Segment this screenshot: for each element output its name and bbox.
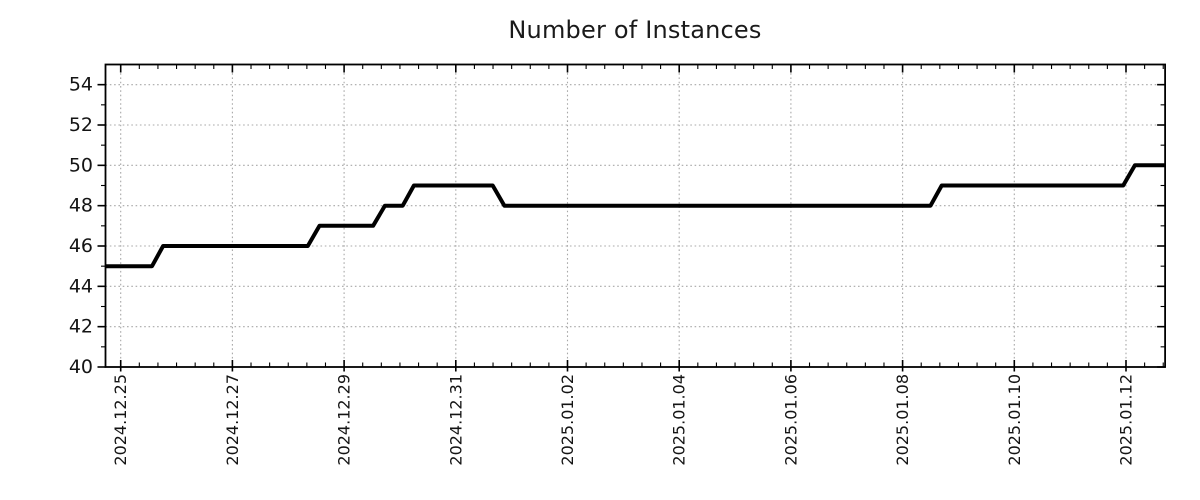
- x-tick-label: 2025.01.04: [670, 374, 689, 466]
- y-tick-label: 48: [69, 195, 93, 217]
- x-tick-label: 2024.12.29: [335, 374, 354, 466]
- y-tick-label: 52: [69, 114, 93, 136]
- x-tick-label: 2025.01.02: [558, 374, 577, 466]
- y-tick-label: 44: [69, 275, 93, 297]
- y-tick-label: 40: [69, 356, 93, 378]
- x-tick-label: 2024.12.27: [223, 374, 242, 466]
- y-tick-label: 46: [69, 235, 93, 257]
- x-tick-label: 2025.01.12: [1117, 374, 1136, 466]
- y-tick-label: 42: [69, 316, 93, 338]
- data-series-line: [105, 163, 1166, 269]
- x-tick-label: 2025.01.06: [781, 374, 800, 466]
- x-tick-label: 2024.12.31: [446, 374, 465, 466]
- chart-title: Number of Instances: [508, 16, 762, 44]
- x-tick-label: 2025.01.08: [893, 374, 912, 466]
- y-tick-label: 50: [69, 154, 93, 176]
- x-tick-label: 2025.01.10: [1005, 374, 1024, 466]
- x-tick-label: 2024.12.25: [111, 374, 130, 466]
- axes-frame: [104, 63, 1166, 368]
- y-tick-label: 54: [69, 74, 93, 96]
